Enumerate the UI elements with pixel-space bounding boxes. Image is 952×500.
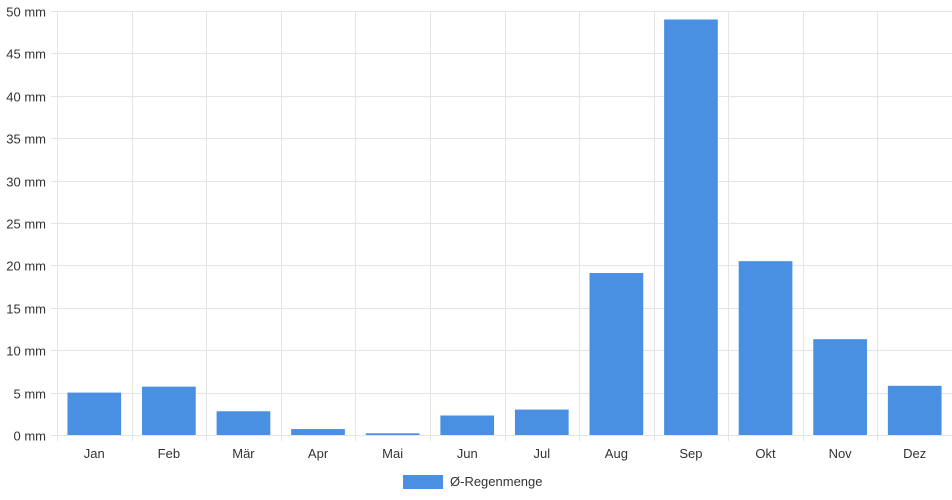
bar-jul[interactable] — [514, 409, 569, 435]
y-tick-label: 20 mm — [6, 259, 46, 274]
x-tick-label: Nov — [829, 446, 853, 461]
bar-sep[interactable] — [664, 19, 718, 435]
x-tick-label: Sep — [679, 446, 702, 461]
y-tick-label: 25 mm — [6, 217, 46, 232]
bar-jun[interactable] — [440, 415, 495, 436]
y-tick-label: 45 mm — [6, 47, 46, 62]
x-tick-label: Feb — [158, 446, 180, 461]
bar-aug[interactable] — [589, 273, 644, 435]
legend-swatch[interactable] — [403, 475, 443, 489]
y-tick-label: 35 mm — [6, 132, 46, 147]
x-tick-label: Apr — [308, 446, 329, 461]
bar-mär[interactable] — [216, 411, 271, 435]
y-axis: 0 mm 5 mm 10 mm 15 mm 20 mm 25 mm 30 mm 35 mm 40… — [6, 5, 46, 444]
x-tick-label: Jul — [533, 446, 550, 461]
x-tick-label: Aug — [605, 446, 628, 461]
x-axis: Jan Feb Mär Apr Mai Jun Jul Aug Sep Okt Nov Dez — [84, 446, 926, 461]
y-tick-label: 15 mm — [6, 302, 46, 317]
chart-legend[interactable]: Ø-Regenmenge — [403, 474, 543, 489]
x-tick-label: Okt — [755, 446, 776, 461]
x-tick-label: Mai — [382, 446, 403, 461]
y-tick-label: 50 mm — [6, 5, 46, 20]
y-tick-label: 40 mm — [6, 90, 46, 105]
y-tick-label: 0 mm — [14, 429, 47, 444]
chart-grid — [51, 11, 952, 441]
x-tick-label: Dez — [903, 446, 926, 461]
bar-apr[interactable] — [291, 429, 345, 435]
x-tick-label: Jun — [457, 446, 478, 461]
x-tick-label: Jan — [84, 446, 105, 461]
bar-mai[interactable] — [365, 433, 420, 435]
bar-feb[interactable] — [142, 386, 196, 435]
bar-dez[interactable] — [887, 385, 942, 435]
x-tick-label: Mär — [232, 446, 255, 461]
y-tick-label: 5 mm — [14, 387, 47, 402]
legend-label[interactable]: Ø-Regenmenge — [450, 474, 543, 489]
bar-jan[interactable] — [67, 392, 122, 435]
chart-bars — [67, 19, 942, 436]
y-tick-label: 10 mm — [6, 344, 46, 359]
bar-nov[interactable] — [813, 339, 867, 435]
bar-okt[interactable] — [738, 261, 793, 435]
y-tick-label: 30 mm — [6, 175, 46, 190]
